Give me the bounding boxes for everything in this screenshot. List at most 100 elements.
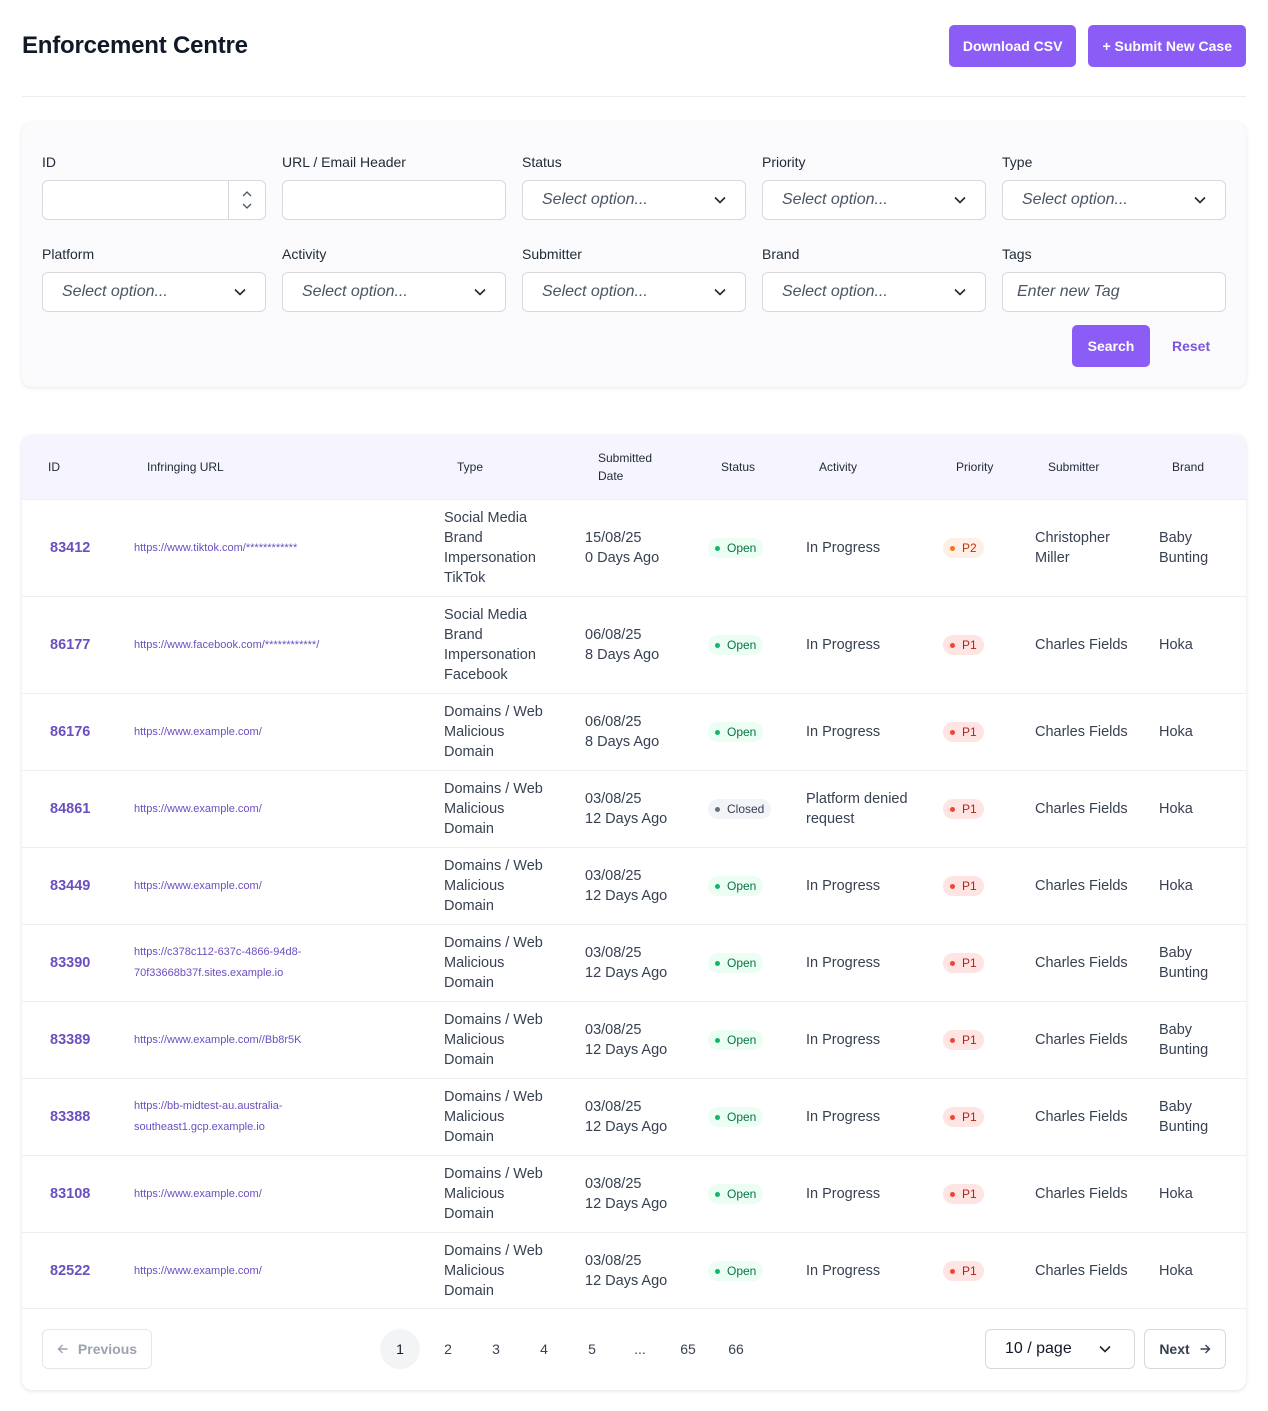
type-cell: Domains / Web Malicious Domain bbox=[444, 848, 584, 924]
id-stepper[interactable] bbox=[228, 181, 265, 219]
priority-text: P1 bbox=[962, 956, 977, 970]
page-number-button[interactable]: 3 bbox=[492, 1341, 500, 1357]
reset-button[interactable]: Reset bbox=[1160, 325, 1222, 367]
column-header-submitted-date[interactable]: Submitted Date bbox=[598, 435, 652, 499]
submitter-cell: Charles Fields bbox=[1035, 1002, 1150, 1078]
case-id-link[interactable]: 83108 bbox=[50, 1186, 91, 1202]
priority-cell: P1 bbox=[943, 1233, 984, 1309]
column-header-id[interactable]: ID bbox=[48, 460, 60, 474]
infringing-url-link[interactable]: https://www.example.com/ bbox=[134, 848, 434, 924]
brand-select[interactable]: Select option... bbox=[762, 272, 986, 312]
tags-input[interactable]: Enter new Tag bbox=[1002, 272, 1226, 312]
table-row[interactable]: 83389 https://www.example.com//Bb8r5K Doma… bbox=[22, 1001, 1246, 1078]
case-id-link[interactable]: 83390 bbox=[50, 955, 91, 971]
page-size-select[interactable]: 10 / page bbox=[985, 1329, 1135, 1369]
brand-cell: Hoka bbox=[1159, 771, 1239, 847]
activity-line1: In Progress bbox=[806, 540, 881, 556]
search-button[interactable]: Search bbox=[1072, 325, 1150, 367]
table-row[interactable]: 83449 https://www.example.com/Domains / W… bbox=[22, 847, 1246, 924]
activity-cell: In Progress bbox=[806, 848, 936, 924]
table-row[interactable]: 86176 https://www.example.com/Domains / W… bbox=[22, 693, 1246, 770]
priority-select[interactable]: Select option... bbox=[762, 180, 986, 220]
table-row[interactable]: 83108 https://www.example.com/Domains / W… bbox=[22, 1155, 1246, 1232]
case-id-link[interactable]: 83389 bbox=[50, 1032, 91, 1048]
priority-cell: P1 bbox=[943, 771, 984, 847]
status-text: Open bbox=[727, 638, 757, 652]
chevron-down-icon[interactable] bbox=[242, 203, 252, 210]
status-badge: Open bbox=[708, 876, 764, 896]
case-id-link[interactable]: 86176 bbox=[50, 724, 91, 740]
brand-line2: Bunting bbox=[1159, 965, 1209, 981]
status-dot bbox=[715, 729, 720, 735]
activity-select[interactable]: Select option... bbox=[282, 272, 506, 312]
infringing-url-link[interactable]: https://www.example.com/ bbox=[134, 694, 434, 770]
priority-dot bbox=[950, 1191, 955, 1197]
table-row[interactable]: 82522 https://www.example.com/Domains / W… bbox=[22, 1232, 1246, 1309]
id-number-input[interactable] bbox=[42, 180, 266, 220]
previous-page-button[interactable]: Previous bbox=[42, 1329, 152, 1369]
page-number-button[interactable]: 2 bbox=[444, 1341, 452, 1357]
priority-text: P1 bbox=[962, 638, 977, 652]
page-number-button[interactable]: 5 bbox=[588, 1341, 596, 1357]
infringing-url-link[interactable]: https://www.facebook.com/************/ bbox=[134, 597, 434, 693]
submitter-line1: Charles Fields bbox=[1035, 1263, 1128, 1279]
column-header-brand[interactable]: Brand bbox=[1172, 460, 1205, 474]
submitter-cell: Charles Fields bbox=[1035, 597, 1150, 693]
submitted-days-ago: 12 Days Ago bbox=[585, 888, 668, 904]
chevron-up-icon[interactable] bbox=[242, 190, 252, 197]
column-header-submitter[interactable]: Submitter bbox=[1048, 460, 1100, 474]
status-cell: Open bbox=[708, 1079, 764, 1155]
submitter-select-placeholder: Select option... bbox=[542, 283, 648, 300]
table-row[interactable]: 86177 https://www.facebook.com/**********… bbox=[22, 596, 1246, 693]
case-id-link[interactable]: 84861 bbox=[50, 801, 91, 817]
url-input[interactable] bbox=[282, 180, 506, 220]
status-dot bbox=[715, 883, 720, 889]
column-header-type[interactable]: Type bbox=[457, 460, 484, 474]
page-number-button[interactable]: 66 bbox=[728, 1341, 744, 1357]
submitter-filter: Submitter Select option... bbox=[522, 244, 746, 312]
table-row[interactable]: 83412 https://www.tiktok.com/************… bbox=[22, 499, 1246, 596]
page-number-button[interactable]: 1 bbox=[380, 1329, 420, 1369]
status-text: Closed bbox=[727, 802, 765, 816]
download-csv-button[interactable]: Download CSV bbox=[948, 25, 1077, 67]
case-id-link[interactable]: 83388 bbox=[50, 1109, 91, 1125]
infringing-url-line2: southeast1.gcp.example.io bbox=[134, 1121, 265, 1133]
column-header-url[interactable]: Infringing URL bbox=[147, 460, 224, 474]
type-filter-label: Type bbox=[1002, 154, 1033, 170]
infringing-url-link[interactable]: https://www.example.com/ bbox=[134, 771, 434, 847]
column-header-status[interactable]: Status bbox=[721, 460, 756, 474]
table-row[interactable]: 83388 https://bb-midtest-au.australia-sou… bbox=[22, 1078, 1246, 1155]
infringing-url-link[interactable]: https://bb-midtest-au.australia-southeas… bbox=[134, 1079, 434, 1155]
column-header-activity[interactable]: Activity bbox=[819, 460, 858, 474]
page-number-button[interactable]: 4 bbox=[540, 1341, 548, 1357]
case-id-link[interactable]: 83412 bbox=[50, 540, 91, 556]
platform-select[interactable]: Select option... bbox=[42, 272, 266, 312]
infringing-url-link[interactable]: https://www.example.com/ bbox=[134, 1156, 434, 1232]
submit-new-case-button[interactable]: + Submit New Case bbox=[1088, 25, 1246, 67]
next-page-button[interactable]: Next bbox=[1144, 1329, 1226, 1369]
cases-table: ID Infringing URL Type Submitted Date St… bbox=[22, 435, 1246, 1390]
status-select[interactable]: Select option... bbox=[522, 180, 746, 220]
case-id-link[interactable]: 86177 bbox=[50, 637, 91, 653]
page-number-button[interactable]: 65 bbox=[680, 1341, 696, 1357]
table-row[interactable]: 84861 https://www.example.com/Domains / W… bbox=[22, 770, 1246, 847]
priority-dot bbox=[950, 545, 955, 551]
infringing-url-line1: https://www.tiktok.com/************ bbox=[134, 541, 298, 554]
infringing-url-link[interactable]: https://www.tiktok.com/************ bbox=[134, 500, 434, 596]
case-id-link[interactable]: 82522 bbox=[50, 1263, 91, 1279]
type-select[interactable]: Select option... bbox=[1002, 180, 1226, 220]
case-id-link[interactable]: 83449 bbox=[50, 878, 91, 894]
priority-badge: P1 bbox=[943, 876, 984, 896]
infringing-url-link[interactable]: https://c378c112-637c-4866-94d8- 70f33668… bbox=[134, 925, 434, 1001]
table-row[interactable]: 83390 https://c378c112-637c-4866-94d8- 70f… bbox=[22, 924, 1246, 1001]
type-line1: Social Media bbox=[444, 607, 528, 623]
type-line1: Domains / Web bbox=[444, 1166, 543, 1182]
column-header-priority[interactable]: Priority bbox=[956, 460, 994, 474]
priority-badge: P1 bbox=[943, 953, 984, 973]
submitter-select[interactable]: Select option... bbox=[522, 272, 746, 312]
tags-filter-label: Tags bbox=[1002, 246, 1032, 262]
infringing-url-link[interactable]: https://www.example.com/ bbox=[134, 1233, 434, 1309]
activity-select-placeholder: Select option... bbox=[302, 283, 408, 300]
submitted-days-ago: 12 Days Ago bbox=[585, 1273, 668, 1289]
infringing-url-link[interactable]: https://www.example.com//Bb8r5K bbox=[134, 1002, 434, 1078]
